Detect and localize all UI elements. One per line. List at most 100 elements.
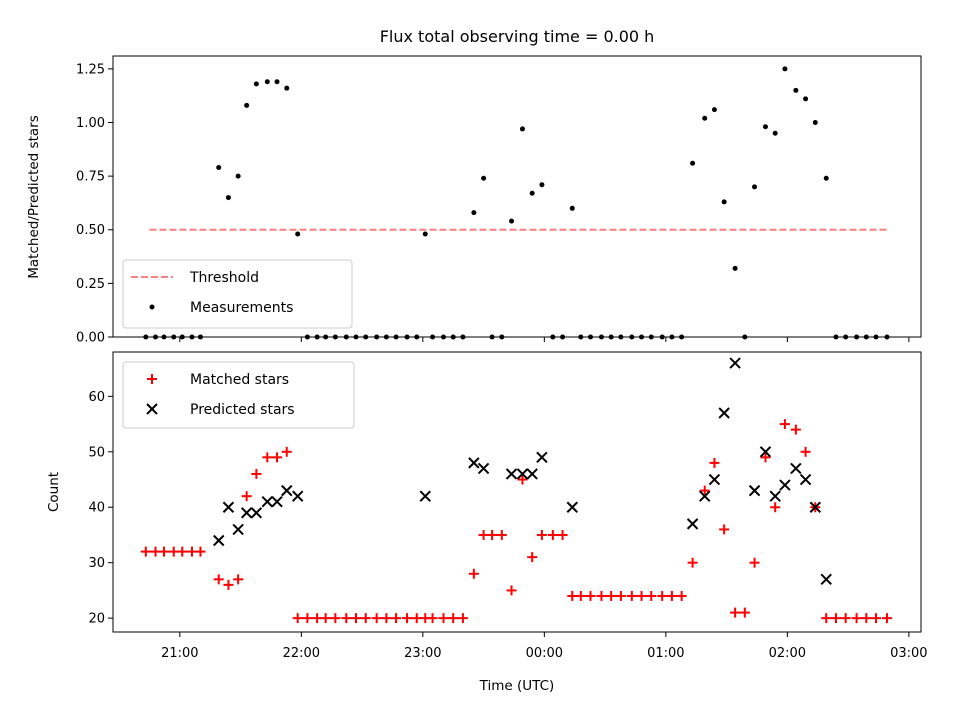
matched-point-27 <box>411 613 422 624</box>
measurement-point-38 <box>519 126 525 132</box>
legend-matched-marker <box>147 374 157 384</box>
matched-point-40 <box>536 529 547 540</box>
matched-point-47 <box>606 590 617 601</box>
measurement-point-43 <box>569 205 575 211</box>
measurement-point-40 <box>539 182 545 188</box>
chart-title: Flux total observing time = 0.00 h <box>380 27 655 46</box>
legend-measurements-swatch <box>149 304 155 310</box>
predicted-point-26 <box>790 462 802 475</box>
measurement-point-64 <box>782 66 788 72</box>
bottom-plot-frame <box>112 351 922 633</box>
predicted-point-17-b <box>686 518 699 530</box>
matched-point-42 <box>557 529 568 540</box>
matched-point-43 <box>567 590 578 601</box>
measurement-point-68 <box>823 175 829 181</box>
measurement-point-56 <box>702 115 708 121</box>
bottom-x-tick-label-5: 02:00 <box>769 646 806 661</box>
matched-point-15 <box>292 613 303 624</box>
matched-point-55 <box>687 557 698 568</box>
predicted-point-7-b <box>281 484 293 497</box>
matched-point-64 <box>779 419 790 430</box>
matched-point-21 <box>351 613 362 624</box>
top-x-ticks <box>179 337 910 342</box>
top-y-tick-label-1: 0.25 <box>76 277 105 292</box>
predicted-point-19-b <box>708 473 721 486</box>
matched-point-30 <box>438 613 449 624</box>
bottom-panel: 20 30 40 50 60 21:00 22:00 23:00 00:00 01:00 02:0… <box>46 351 928 694</box>
top-y-tick-label-5: 1.25 <box>76 62 105 77</box>
matched-point-14 <box>281 446 292 457</box>
bottom-y-tick-label-2: 40 <box>88 501 105 516</box>
predicted-point-22-b <box>748 484 761 497</box>
matched-point-41 <box>547 529 558 540</box>
top-y-ticks: 0.00 0.25 0.50 0.75 1.00 1.25 <box>76 62 113 346</box>
matched-point-19 <box>330 613 341 624</box>
matched-point-54 <box>676 590 687 601</box>
predicted-point-14-b <box>526 468 538 480</box>
matched-point-39 <box>527 552 538 563</box>
predicted-point-24-b <box>769 490 781 502</box>
predicted-point-2 <box>232 523 244 536</box>
matched-point-35 <box>487 529 498 540</box>
legend-threshold-label: Threshold <box>189 270 259 286</box>
measurement-point-66 <box>803 96 809 102</box>
measurement-point-12 <box>264 79 270 85</box>
matched-point-8 <box>223 579 234 590</box>
matched-point-45 <box>585 590 596 601</box>
matched-point-38 <box>517 474 528 485</box>
top-marks <box>143 66 890 340</box>
measurement-point-67 <box>812 119 818 125</box>
matched-point-25 <box>391 613 402 624</box>
predicted-point-5 <box>261 495 274 508</box>
predicted-point-28-b <box>809 501 821 513</box>
legend-measurements-label: Measurements <box>190 300 293 316</box>
legend-matched-swatch <box>147 374 157 384</box>
matched-point-33 <box>468 568 479 579</box>
predicted-point-24 <box>769 490 781 502</box>
top-panel: 0.00 0.25 0.50 0.75 1.00 1.25 Matched/Predict… <box>26 55 922 346</box>
legend-predicted-marker <box>146 403 158 415</box>
predicted-point-6-b <box>271 495 283 508</box>
matched-point-20 <box>341 613 352 624</box>
predicted-point-16 <box>566 501 578 513</box>
matched-point-59 <box>730 607 741 618</box>
legend-predicted-label: Predicted stars <box>190 402 295 418</box>
top-legend-box <box>122 259 353 329</box>
predicted-point-5-b <box>261 495 274 508</box>
predicted-point-27-b <box>799 473 812 486</box>
bottom-x-tick-label-2: 23:00 <box>404 646 441 661</box>
matched-point-50 <box>636 590 647 601</box>
matched-point-70 <box>840 613 851 624</box>
predicted-point-4-b <box>250 507 263 519</box>
measurement-point-13 <box>274 79 280 85</box>
predicted-point-23-b <box>759 446 772 458</box>
matched-point-63 <box>770 502 781 513</box>
bottom-y-tick-label-0: 20 <box>88 612 105 627</box>
matched-point-71 <box>851 613 862 624</box>
predicted-point-16-b <box>566 501 578 513</box>
predicted-point-21-b <box>729 357 741 369</box>
matched-point-18 <box>320 613 331 624</box>
matched-point-62 <box>760 452 771 463</box>
measurement-point-65 <box>793 87 799 93</box>
predicted-point-10-b <box>468 457 480 469</box>
predicted-point-3 <box>240 507 253 519</box>
matched-point-1 <box>150 546 161 557</box>
top-y-axis-label: Matched/Predicted stars <box>26 115 42 278</box>
matched-point-31 <box>448 613 459 624</box>
matched-point-36 <box>496 529 507 540</box>
predicted-point-8-b <box>291 490 304 502</box>
top-y-tick-label-4: 1.00 <box>76 116 105 131</box>
matched-point-22 <box>360 613 371 624</box>
matched-point-4 <box>177 546 188 557</box>
measurement-point-28 <box>422 231 428 237</box>
matched-point-66 <box>800 446 811 457</box>
matched-point-29 <box>427 613 438 624</box>
predicted-point-25 <box>779 479 791 491</box>
bottom-x-tick-label-3: 00:00 <box>526 646 563 661</box>
matched-point-58 <box>719 524 730 535</box>
top-legend: Threshold Measurements <box>122 259 353 329</box>
measurement-point-33 <box>471 210 477 216</box>
measurement-point-15 <box>295 231 301 237</box>
